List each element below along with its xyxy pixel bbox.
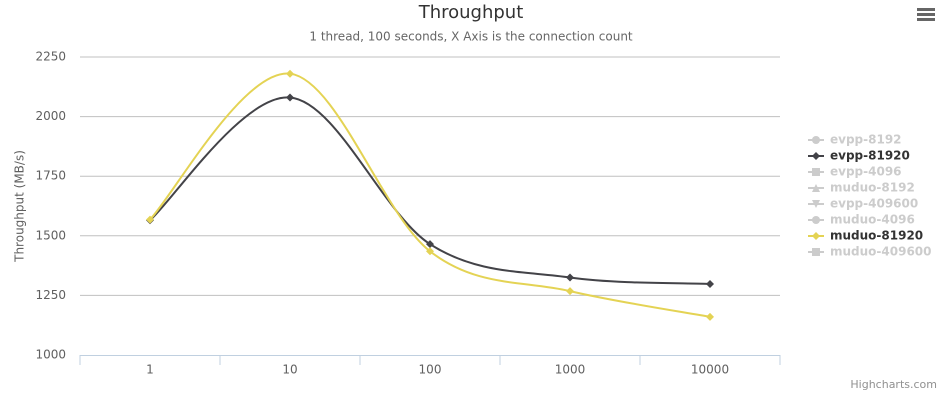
y-tick-label: 1250	[35, 288, 66, 302]
legend-label: evpp-409600	[830, 197, 918, 211]
marker	[706, 279, 714, 288]
x-tick-label: 1000	[555, 363, 586, 377]
legend-item[interactable]: evpp-4096	[808, 165, 902, 179]
legend-label: evpp-8192	[830, 133, 902, 147]
marker	[812, 136, 820, 144]
legend-item[interactable]: muduo-8192	[808, 181, 915, 195]
menu-bar	[917, 13, 935, 16]
marker	[146, 215, 154, 224]
marker	[566, 273, 574, 282]
x-tick-label: 10000	[691, 363, 729, 377]
menu-bar	[917, 8, 935, 11]
marker	[812, 216, 820, 224]
y-tick-label: 1500	[35, 228, 66, 242]
marker	[812, 184, 820, 192]
marker	[426, 240, 434, 249]
legend-item[interactable]: muduo-81920	[808, 229, 923, 243]
chart-subtitle: 1 thread, 100 seconds, X Axis is the con…	[309, 30, 633, 44]
y-tick-label: 2000	[35, 109, 66, 123]
chart-title: Throughput	[418, 2, 524, 23]
legend-item[interactable]: evpp-409600	[808, 197, 918, 211]
legend-label: evpp-4096	[830, 165, 902, 179]
y-axis-label: Throughput (MB/s)	[13, 150, 27, 263]
marker	[812, 200, 820, 208]
marker	[286, 69, 294, 78]
marker	[286, 93, 294, 102]
marker	[426, 247, 434, 256]
marker	[706, 312, 714, 321]
legend-label: muduo-409600	[830, 245, 932, 259]
marker	[812, 152, 820, 160]
x-tick-label: 10	[282, 363, 297, 377]
marker	[812, 248, 820, 256]
menu-bar	[917, 18, 935, 21]
legend-label: muduo-4096	[830, 213, 915, 227]
legend-item[interactable]: evpp-8192	[808, 133, 902, 147]
legend-label: muduo-81920	[830, 229, 923, 243]
y-tick-label: 2250	[35, 50, 66, 64]
series-line	[149, 96, 711, 285]
y-tick-label: 1000	[35, 348, 66, 362]
x-tick-label: 1	[146, 363, 154, 377]
credits: Highcharts.com	[850, 378, 937, 391]
legend-item[interactable]: muduo-409600	[808, 245, 932, 259]
series-line	[149, 72, 711, 318]
marker	[812, 232, 820, 240]
legend-item[interactable]: evpp-81920	[808, 149, 910, 163]
y-tick-label: 1750	[35, 169, 66, 183]
legend-item[interactable]: muduo-4096	[808, 213, 915, 227]
legend-label: evpp-81920	[830, 149, 910, 163]
legend-label: muduo-8192	[830, 181, 915, 195]
menu-button[interactable]	[917, 8, 935, 21]
marker	[812, 168, 820, 176]
x-tick-label: 100	[419, 363, 442, 377]
marker	[566, 287, 574, 296]
